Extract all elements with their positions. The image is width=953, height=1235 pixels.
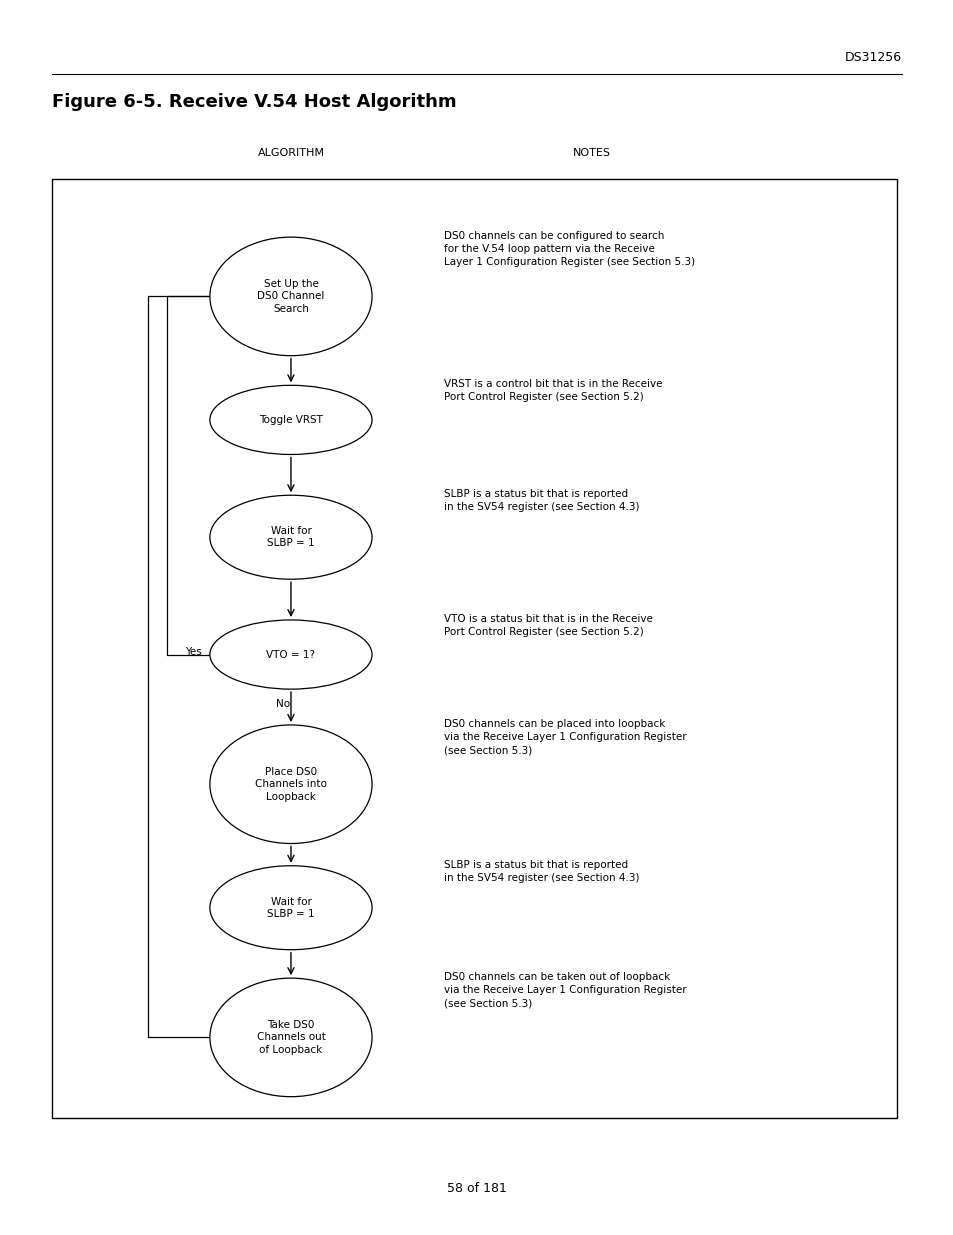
Text: Set Up the
DS0 Channel
Search: Set Up the DS0 Channel Search	[257, 279, 324, 314]
Ellipse shape	[210, 237, 372, 356]
Text: Place DS0
Channels into
Loopback: Place DS0 Channels into Loopback	[254, 767, 327, 802]
Ellipse shape	[210, 978, 372, 1097]
Text: VRST is a control bit that is in the Receive
Port Control Register (see Section : VRST is a control bit that is in the Rec…	[443, 379, 661, 403]
Text: DS0 channels can be configured to search
for the V.54 loop pattern via the Recei: DS0 channels can be configured to search…	[443, 231, 694, 267]
Text: VTO is a status bit that is in the Receive
Port Control Register (see Section 5.: VTO is a status bit that is in the Recei…	[443, 614, 652, 637]
Ellipse shape	[210, 385, 372, 454]
Text: ALGORITHM: ALGORITHM	[257, 148, 324, 158]
Text: Wait for
SLBP = 1: Wait for SLBP = 1	[267, 526, 314, 548]
Text: Wait for
SLBP = 1: Wait for SLBP = 1	[267, 897, 314, 919]
Ellipse shape	[210, 620, 372, 689]
Ellipse shape	[210, 866, 372, 950]
Text: Take DS0
Channels out
of Loopback: Take DS0 Channels out of Loopback	[256, 1020, 325, 1055]
Text: v54host: v54host	[274, 1089, 308, 1098]
Text: DS0 channels can be taken out of loopback
via the Receive Layer 1 Configuration : DS0 channels can be taken out of loopbac…	[443, 972, 685, 1008]
Text: VTO = 1?: VTO = 1?	[266, 650, 315, 659]
Text: DS0 channels can be placed into loopback
via the Receive Layer 1 Configuration R: DS0 channels can be placed into loopback…	[443, 719, 685, 755]
Text: SLBP is a status bit that is reported
in the SV54 register (see Section 4.3): SLBP is a status bit that is reported in…	[443, 860, 639, 883]
Text: Yes: Yes	[185, 647, 202, 657]
Ellipse shape	[210, 725, 372, 844]
Text: 58 of 181: 58 of 181	[447, 1182, 506, 1194]
Text: No: No	[276, 699, 290, 709]
Text: DS31256: DS31256	[843, 51, 901, 64]
Text: NOTES: NOTES	[572, 148, 610, 158]
Ellipse shape	[210, 495, 372, 579]
FancyBboxPatch shape	[52, 179, 896, 1118]
Text: Toggle VRST: Toggle VRST	[259, 415, 322, 425]
Text: SLBP is a status bit that is reported
in the SV54 register (see Section 4.3): SLBP is a status bit that is reported in…	[443, 489, 639, 513]
Text: Figure 6-5. Receive V.54 Host Algorithm: Figure 6-5. Receive V.54 Host Algorithm	[52, 93, 456, 111]
